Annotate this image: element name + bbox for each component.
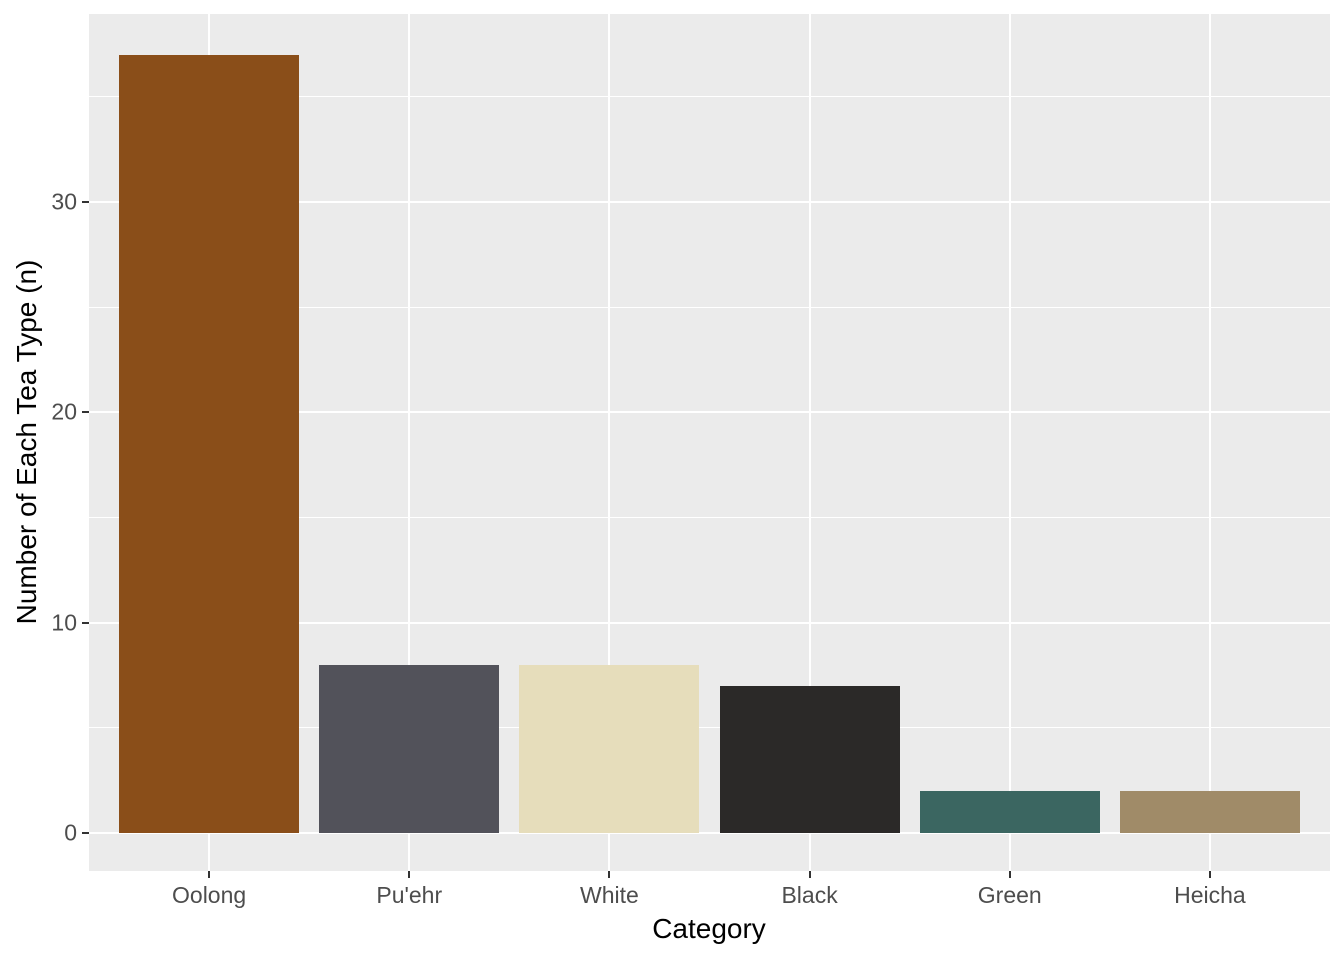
gridline-major-x-2 bbox=[608, 14, 611, 871]
y-tick-label-0: 0 bbox=[64, 819, 77, 846]
x-tick-label-4: Green bbox=[977, 882, 1042, 908]
y-tick-mark-20 bbox=[82, 411, 89, 414]
y-tick-label-10: 10 bbox=[51, 609, 77, 636]
gridline-minor-y-35 bbox=[89, 96, 1330, 98]
gridline-minor-y-25 bbox=[89, 306, 1330, 308]
y-tick-label-30: 30 bbox=[51, 188, 77, 215]
x-axis-title: Category bbox=[652, 913, 766, 944]
gridline-major-y-0 bbox=[89, 832, 1330, 834]
gridline-minor-y-15 bbox=[89, 517, 1330, 518]
gridline-major-y-30 bbox=[89, 201, 1330, 203]
x-tick-mark-3 bbox=[808, 871, 811, 878]
gridline-minor-y-5 bbox=[89, 727, 1330, 729]
gridline-major-y-20 bbox=[89, 411, 1330, 414]
bar-puehr bbox=[319, 664, 500, 833]
y-tick-mark-10 bbox=[82, 621, 89, 624]
x-tick-label-2: White bbox=[580, 882, 639, 908]
x-tick-mark-1 bbox=[408, 871, 411, 878]
bar-white bbox=[519, 664, 700, 833]
x-tick-mark-2 bbox=[608, 871, 611, 878]
gridline-major-x-4 bbox=[1008, 14, 1011, 871]
bar-green bbox=[919, 790, 1100, 833]
x-tick-mark-4 bbox=[1008, 871, 1011, 878]
gridline-major-x-5 bbox=[1208, 14, 1211, 871]
bar-black bbox=[719, 685, 900, 833]
y-tick-mark-0 bbox=[82, 832, 89, 834]
x-tick-label-5: Heicha bbox=[1174, 882, 1246, 908]
gridline-major-x-3 bbox=[808, 14, 811, 871]
y-tick-mark-30 bbox=[82, 201, 89, 203]
x-tick-label-3: Black bbox=[781, 882, 838, 908]
gridline-major-x-1 bbox=[408, 14, 411, 871]
plot-panel bbox=[89, 14, 1330, 871]
y-axis-title: Number of Each Tea Type (n) bbox=[11, 259, 42, 625]
y-tick-label-20: 20 bbox=[51, 398, 77, 425]
gridline-major-y-10 bbox=[89, 621, 1330, 624]
bar-oolong bbox=[119, 54, 300, 833]
x-tick-mark-5 bbox=[1208, 871, 1211, 878]
x-tick-label-0: Oolong bbox=[172, 882, 247, 908]
x-tick-mark-0 bbox=[208, 871, 211, 878]
bar-heicha bbox=[1119, 790, 1300, 833]
x-tick-label-1: Pu'ehr bbox=[376, 882, 443, 908]
